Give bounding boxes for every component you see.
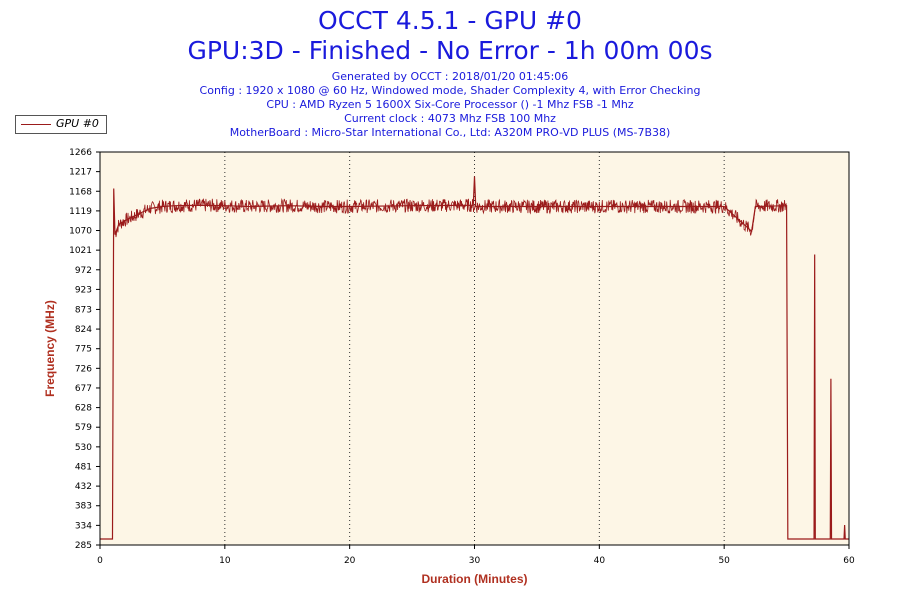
legend-swatch bbox=[21, 124, 51, 125]
info-cpu: CPU : AMD Ryzen 5 1600X Six-Core Process… bbox=[266, 98, 634, 111]
y-tick-label: 481 bbox=[75, 462, 92, 472]
y-tick-label: 824 bbox=[75, 325, 92, 335]
info-config: Config : 1920 x 1080 @ 60 Hz, Windowed m… bbox=[199, 84, 701, 97]
y-tick-label: 873 bbox=[75, 305, 92, 315]
y-tick-label: 579 bbox=[75, 423, 92, 433]
y-tick-label: 334 bbox=[75, 521, 92, 531]
grid-lines bbox=[224, 152, 725, 545]
y-tick-label: 972 bbox=[75, 266, 92, 276]
y-tick-label: 383 bbox=[75, 502, 92, 512]
y-tick-label: 923 bbox=[75, 285, 92, 295]
y-tick-label: 1168 bbox=[69, 187, 92, 197]
legend: GPU #0 bbox=[15, 115, 107, 134]
y-tick-label: 1217 bbox=[69, 168, 92, 178]
x-tick-label: 0 bbox=[97, 556, 103, 566]
x-tick-label: 60 bbox=[843, 556, 855, 566]
y-tick-label: 677 bbox=[75, 384, 92, 394]
y-tick-label: 1119 bbox=[69, 207, 92, 217]
y-tick-label: 432 bbox=[75, 482, 92, 492]
y-tick-label: 1070 bbox=[69, 227, 92, 237]
y-tick-label: 1021 bbox=[69, 246, 92, 256]
axis-ticks: 0 10 20 30 40 50 60 285 334 383 432 481 530 579 628 677… bbox=[69, 148, 855, 566]
x-tick-label: 30 bbox=[469, 556, 481, 566]
y-tick-label: 775 bbox=[75, 345, 92, 355]
y-tick-label: 530 bbox=[75, 443, 92, 453]
y-tick-label: 285 bbox=[75, 541, 92, 551]
x-tick-label: 10 bbox=[219, 556, 231, 566]
x-tick-label: 20 bbox=[344, 556, 356, 566]
y-tick-label: 1266 bbox=[69, 148, 92, 158]
y-axis-label: Frequency (MHz) bbox=[43, 300, 57, 397]
x-tick-label: 40 bbox=[594, 556, 606, 566]
series-noise bbox=[114, 197, 787, 238]
info-clock: Current clock : 4073 Mhz FSB 100 Mhz bbox=[344, 112, 556, 125]
plot-frame bbox=[99, 151, 850, 546]
x-tick-label: 50 bbox=[718, 556, 730, 566]
info-motherboard: MotherBoard : Micro-Star International C… bbox=[229, 126, 671, 139]
x-axis-label: Duration (Minutes) bbox=[422, 572, 528, 586]
y-tick-label: 726 bbox=[75, 364, 92, 374]
legend-label: GPU #0 bbox=[56, 117, 99, 130]
y-tick-label: 628 bbox=[75, 404, 92, 414]
chart-subtitle: GPU:3D - Finished - No Error - 1h 00m 00… bbox=[187, 36, 713, 65]
series-noise-trace bbox=[114, 197, 787, 238]
chart-title: OCCT 4.5.1 - GPU #0 bbox=[318, 6, 582, 35]
info-generated: Generated by OCCT : 2018/01/20 01:45:06 bbox=[331, 70, 569, 83]
